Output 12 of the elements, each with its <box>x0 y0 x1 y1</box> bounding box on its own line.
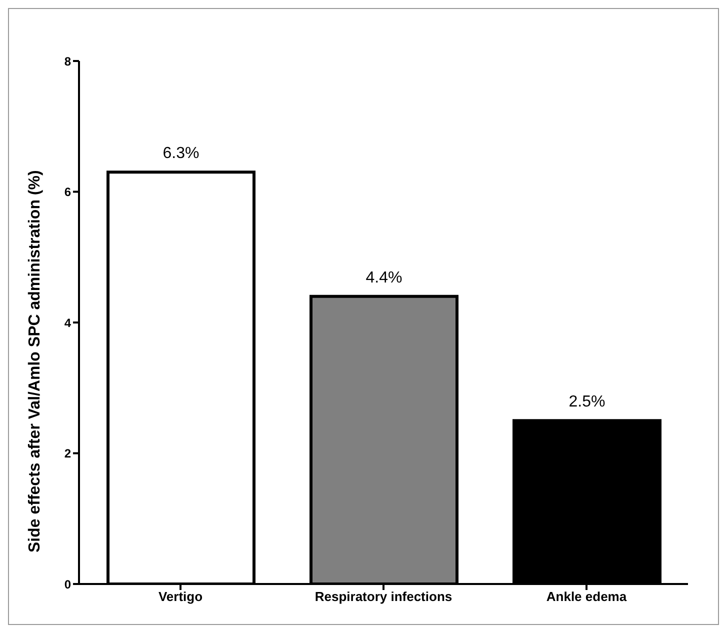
data-label: 2.5% <box>568 394 606 411</box>
y-tick-label: 4 <box>64 316 72 330</box>
data-label: 6.3% <box>162 145 200 162</box>
y-tick-label: 6 <box>64 185 72 200</box>
x-tick-label: Vertigo <box>158 589 203 604</box>
y-tick-label: 0 <box>64 577 72 592</box>
x-tick-label: Ankle edema <box>546 589 628 604</box>
y-tick-label: 8 <box>64 54 72 68</box>
x-tick-label: Respiratory infections <box>314 589 452 604</box>
y-axis-title: Side effects after Val/Amlo SPC administration (%) <box>26 170 44 552</box>
data-label: 4.4% <box>366 269 402 286</box>
y-tick-label: 2 <box>64 446 72 461</box>
